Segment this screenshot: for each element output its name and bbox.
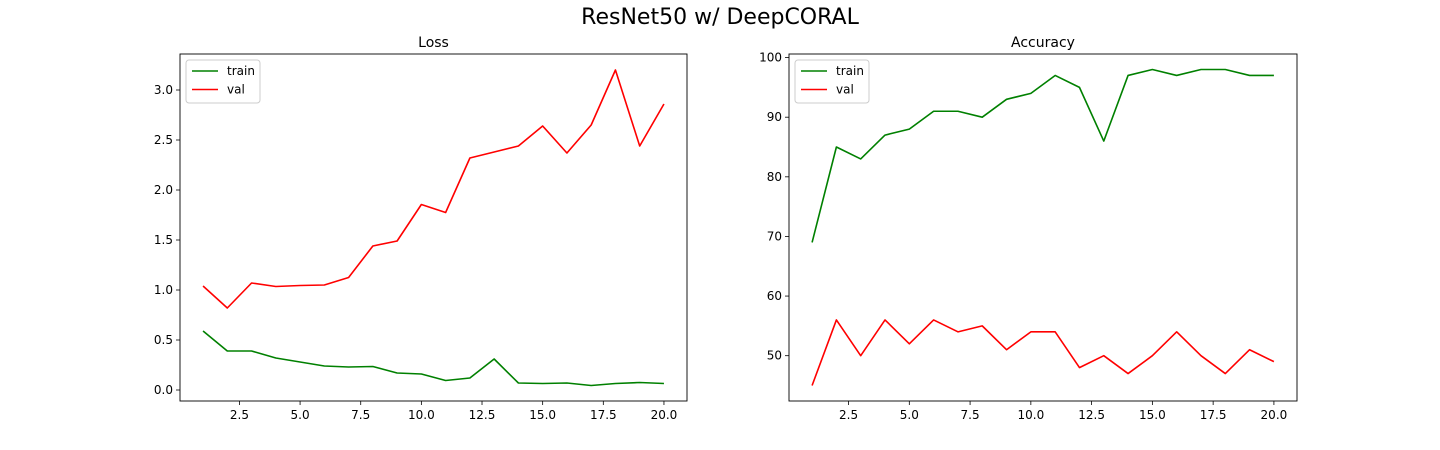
loss-x-tick-label: 15.0 (529, 408, 556, 422)
loss-axes-frame (179, 53, 688, 402)
loss-y-tick-label: 2.5 (154, 133, 173, 147)
loss-title: Loss (418, 35, 449, 51)
accuracy-title: Accuracy (1011, 35, 1075, 51)
figure-title: ResNet50 w/ DeepCORAL (581, 5, 859, 30)
accuracy-x-tick-label: 2.5 (839, 408, 858, 422)
accuracy-x-tick-label: 12.5 (1078, 408, 1105, 422)
accuracy-x-tick-label: 17.5 (1200, 408, 1227, 422)
loss-legend-label-val: val (227, 83, 245, 97)
loss-y-tick-label: 0.5 (154, 333, 173, 347)
loss-x-tick-label: 2.5 (230, 408, 249, 422)
loss-y-tick-label: 2.0 (154, 183, 173, 197)
accuracy-y-tick-label: 50 (767, 349, 782, 363)
accuracy-x-tick-label: 20.0 (1261, 408, 1288, 422)
accuracy-series-train-line (811, 68, 1274, 243)
accuracy-series-val-line (811, 319, 1275, 386)
accuracy-y-tick-label: 80 (767, 170, 782, 184)
accuracy-legend: train val (794, 59, 870, 104)
loss-y-tick-label: 0.0 (154, 383, 173, 397)
loss-x-tick-label: 12.5 (469, 408, 496, 422)
accuracy-x-tick-label: 15.0 (1139, 408, 1166, 422)
loss-series-val-line (202, 69, 665, 309)
accuracy-y-tick-label: 70 (767, 229, 782, 243)
accuracy-x-tick-label: 10.0 (1017, 408, 1044, 422)
accuracy-legend-label-train: train (836, 64, 864, 78)
loss-legend-label-train: train (227, 64, 255, 78)
accuracy-y-tick-label: 100 (759, 51, 782, 65)
loss-y-tick-label: 3.0 (154, 83, 173, 97)
loss-y-tick-label: 1.5 (154, 233, 173, 247)
accuracy-axes-frame (788, 53, 1298, 402)
accuracy-x-tick-label: 5.0 (900, 408, 919, 422)
loss-y-tick-label: 1.0 (154, 283, 173, 297)
loss-x-tick-label: 20.0 (651, 408, 678, 422)
loss-legend: train val (185, 59, 261, 104)
accuracy-y-tick-label: 90 (767, 110, 782, 124)
loss-series-train-line (202, 330, 664, 387)
loss-x-tick-label: 17.5 (590, 408, 617, 422)
loss-x-tick-label: 7.5 (351, 408, 370, 422)
accuracy-legend-label-val: val (836, 83, 854, 97)
loss-x-tick-label: 10.0 (408, 408, 435, 422)
loss-x-tick-label: 5.0 (291, 408, 310, 422)
accuracy-x-tick-label: 7.5 (961, 408, 980, 422)
accuracy-y-tick-label: 60 (767, 289, 782, 303)
